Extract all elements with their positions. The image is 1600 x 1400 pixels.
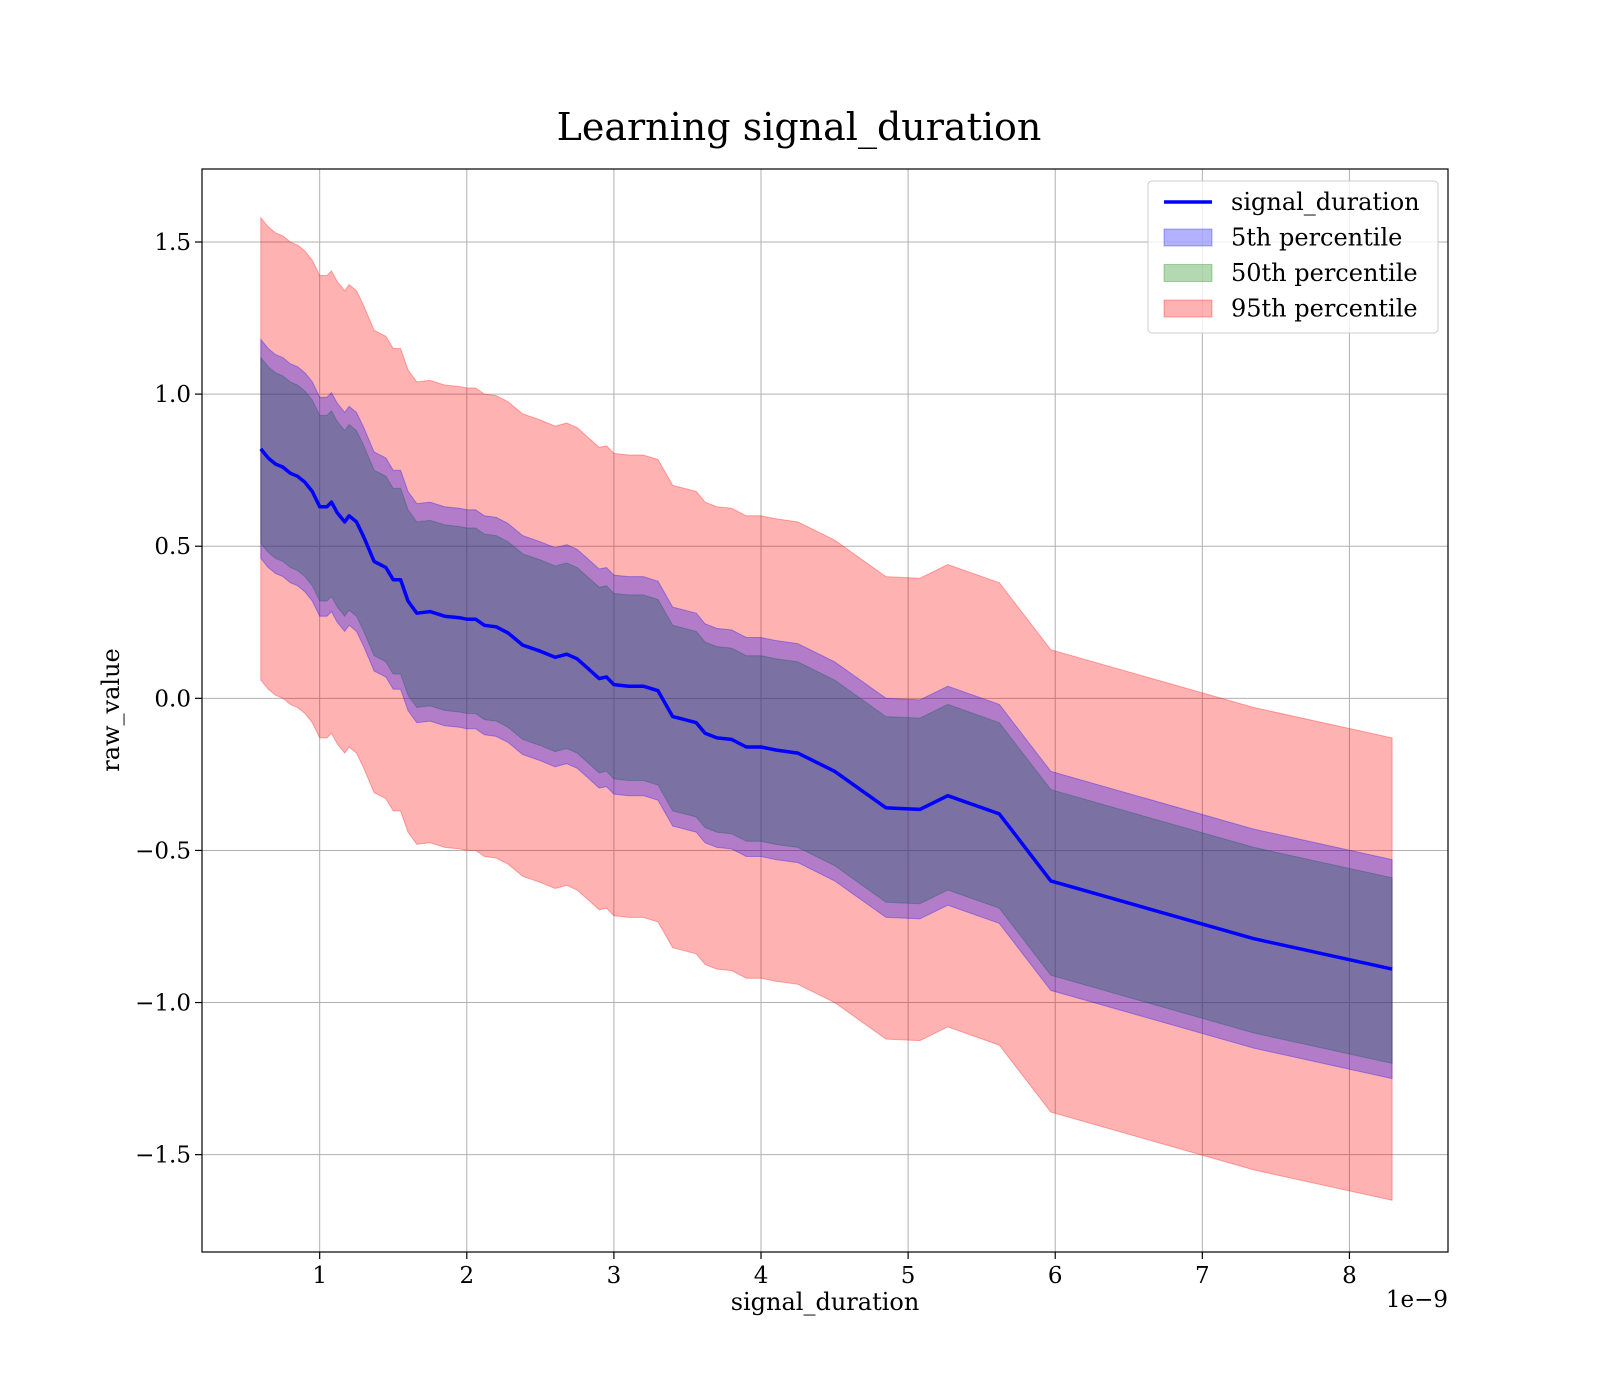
grid <box>202 169 1448 1252</box>
legend-label-50th-percentile: 50th percentile <box>1231 259 1418 287</box>
legend-label-95th-percentile: 95th percentile <box>1231 295 1418 323</box>
legend-label-5th-percentile: 5th percentile <box>1231 224 1402 252</box>
y-axis-label: raw_value <box>97 648 125 772</box>
band-5th-percentile <box>260 337 1393 1080</box>
x-tick-label: 6 <box>1048 1263 1063 1289</box>
legend-swatch-5th-percentile <box>1163 228 1213 247</box>
plot-frame <box>201 168 1449 1253</box>
y-tick-label: −0.5 <box>135 838 191 864</box>
legend: signal_duration 5th percentile 50th percen… <box>1147 180 1439 334</box>
legend-swatch-95th-percentile <box>1163 299 1213 318</box>
x-tick-label: 5 <box>901 1263 916 1289</box>
legend-swatch-50th-percentile <box>1163 264 1213 282</box>
x-axis-offset-label: 1e−9 <box>1386 1287 1448 1313</box>
y-tick-label: 0.0 <box>154 686 191 712</box>
x-tick-label: 4 <box>754 1263 769 1289</box>
series-lines <box>259 447 1393 971</box>
series-line-signal-duration <box>259 447 1393 971</box>
chart-title: Learning signal_duration <box>557 105 1042 150</box>
x-tick-label: 7 <box>1195 1263 1210 1289</box>
y-tick-label: −1.5 <box>135 1143 191 1169</box>
x-tick-label: 8 <box>1342 1263 1357 1289</box>
x-tick-label: 3 <box>607 1263 622 1289</box>
y-tick-label: 1.0 <box>154 382 191 408</box>
axis-ticks: 1 2 3 4 5 6 7 8 1.5 1.0 0.5 0.0 −0.5 −1.0 −1.5 <box>135 230 1357 1289</box>
x-tick-label: 1 <box>312 1263 327 1289</box>
legend-label-signal-duration: signal_duration <box>1231 188 1420 216</box>
y-tick-label: 0.5 <box>154 534 191 560</box>
percentile-bands <box>260 216 1393 1201</box>
band-50th-percentile <box>260 356 1393 1065</box>
x-tick-label: 2 <box>459 1263 474 1289</box>
y-tick-label: 1.5 <box>154 230 191 256</box>
band-95th-percentile <box>260 216 1393 1201</box>
legend-frame <box>1147 180 1439 334</box>
y-tick-label: −1.0 <box>135 991 191 1017</box>
x-axis-label: signal_duration <box>731 1288 920 1316</box>
